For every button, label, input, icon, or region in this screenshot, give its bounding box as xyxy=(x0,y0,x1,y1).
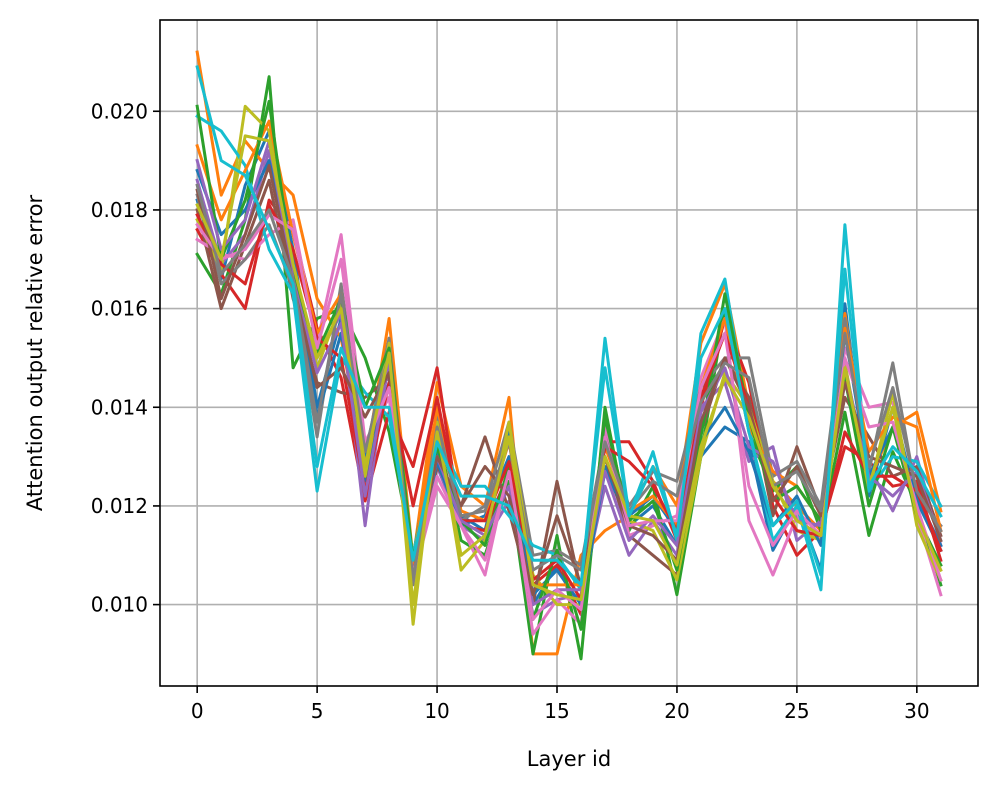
y-axis-label: Attention output relative error xyxy=(23,195,47,512)
x-tick-label: 0 xyxy=(191,699,204,723)
series-line-18 xyxy=(195,183,943,582)
y-tick-label: 0.010 xyxy=(91,593,148,617)
x-axis-label: Layer id xyxy=(527,747,611,771)
x-tick-label: 30 xyxy=(904,699,929,723)
x-tick-label: 5 xyxy=(311,699,324,723)
y-tick-label: 0.016 xyxy=(91,297,148,321)
y-tick-label: 0.012 xyxy=(91,494,148,518)
y-tick-label: 0.018 xyxy=(91,198,148,222)
series-line-15 xyxy=(195,139,943,607)
y-axis-ticks: 0.010 0.012 0.014 0.016 0.018 0.020 xyxy=(91,99,160,617)
x-tick-label: 25 xyxy=(784,699,809,723)
series-line-8 xyxy=(195,193,943,587)
series-line-16 xyxy=(195,164,943,597)
x-tick-label: 15 xyxy=(544,699,569,723)
x-tick-label: 20 xyxy=(664,699,689,723)
series-line-20 xyxy=(195,65,943,587)
x-axis-ticks: 0 5 10 15 20 25 30 xyxy=(191,686,930,723)
x-tick-label: 10 xyxy=(424,699,449,723)
y-tick-label: 0.014 xyxy=(91,395,148,419)
series-lines xyxy=(195,50,943,661)
plot-frame xyxy=(159,19,979,687)
series-line-19 xyxy=(195,134,943,607)
y-tick-label: 0.020 xyxy=(91,99,148,123)
